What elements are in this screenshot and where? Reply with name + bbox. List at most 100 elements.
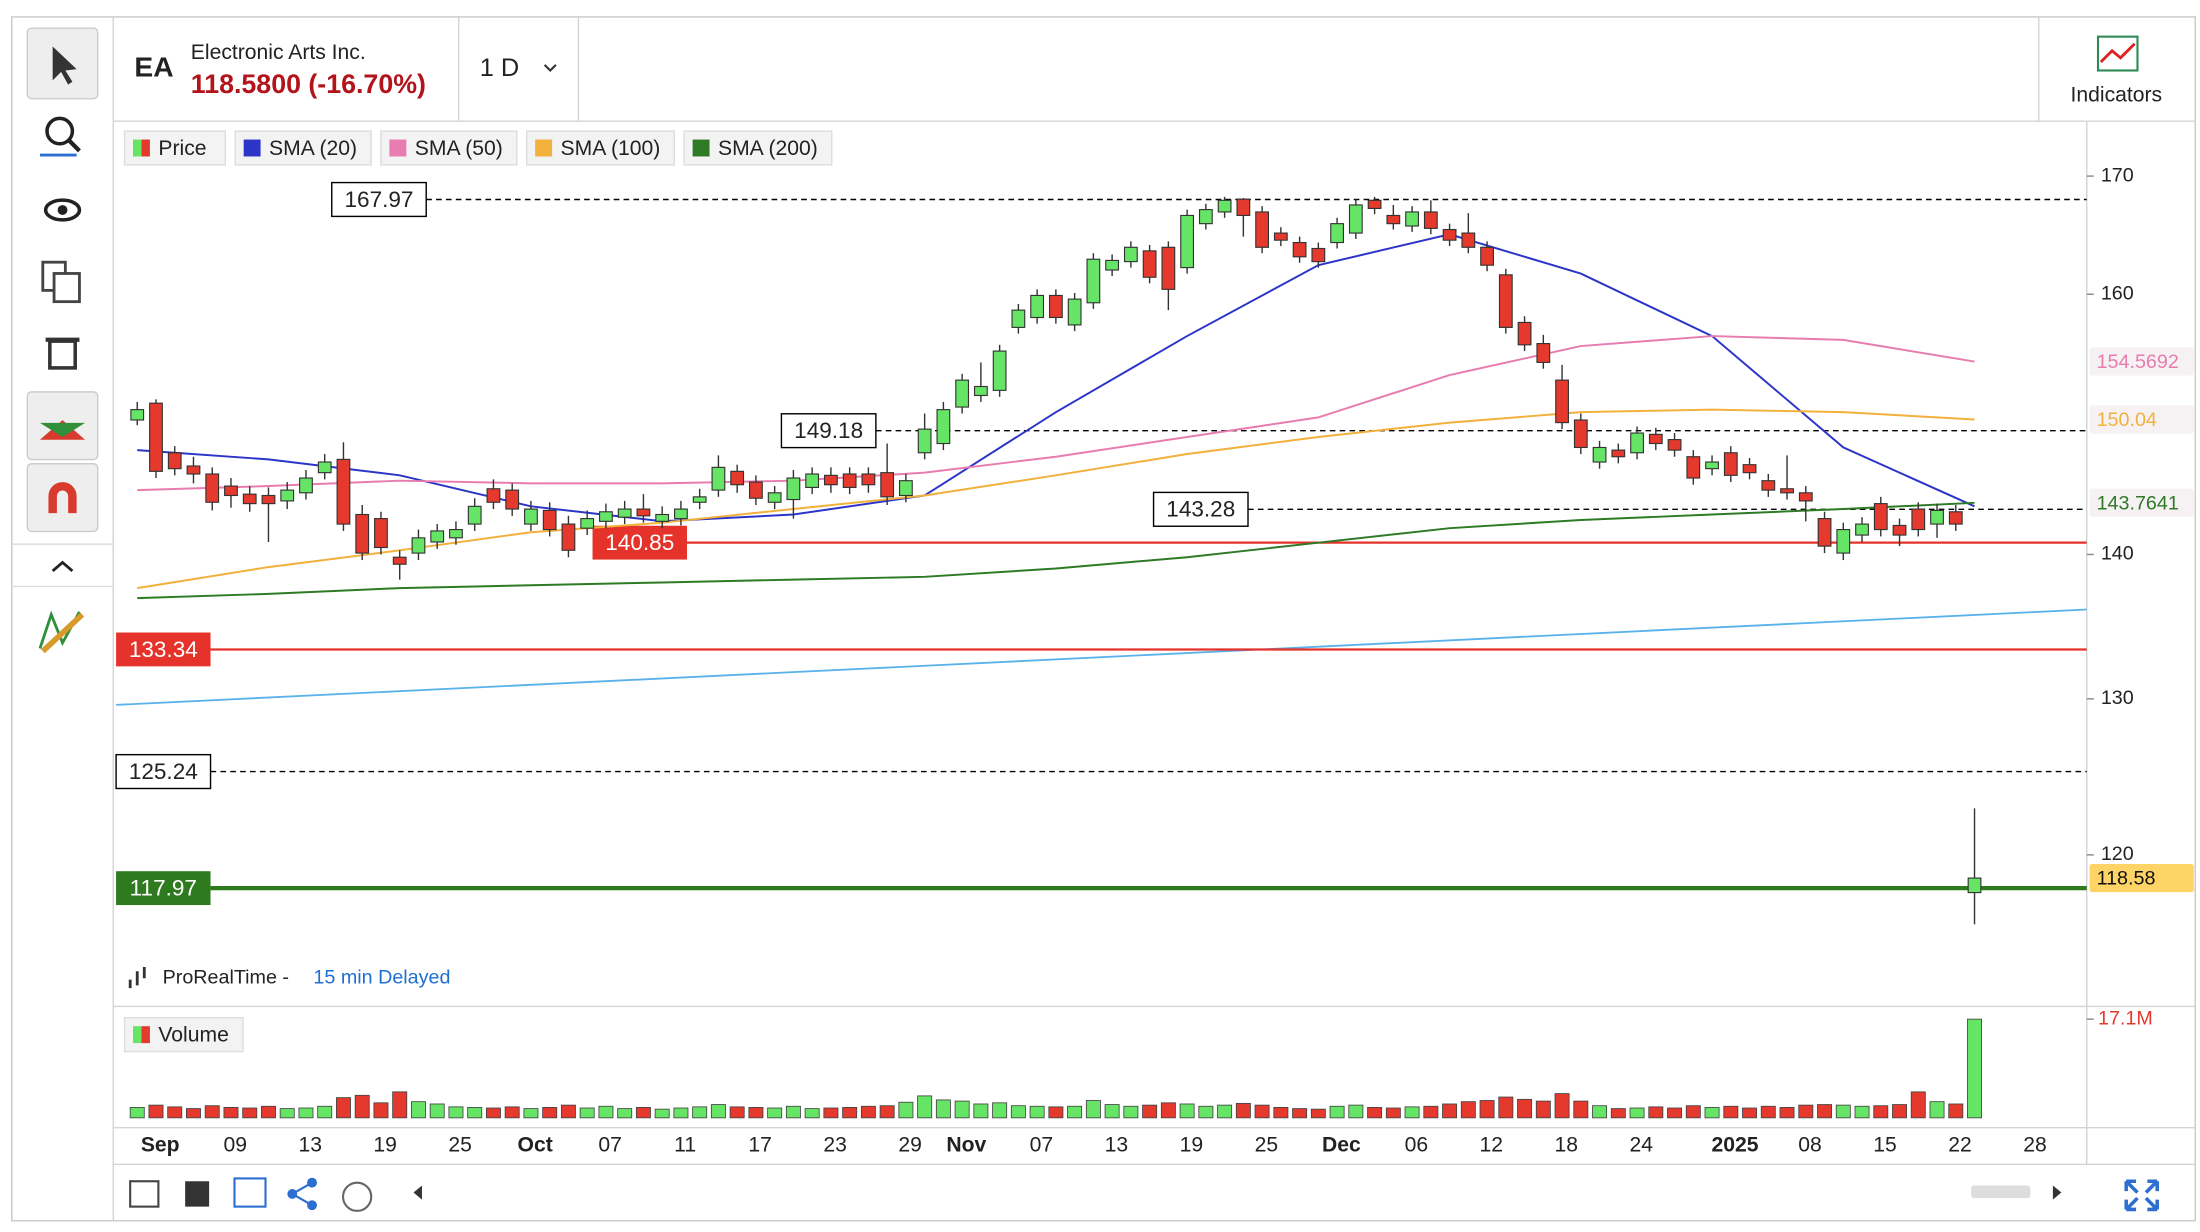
candle-body bbox=[617, 508, 632, 518]
volume-bar bbox=[335, 1097, 351, 1119]
volume-bar bbox=[1085, 1100, 1101, 1119]
level-box bbox=[115, 753, 212, 790]
volume-bar bbox=[1592, 1105, 1608, 1119]
volume-bar bbox=[673, 1107, 689, 1119]
candle-body bbox=[1105, 259, 1120, 271]
candle-body bbox=[655, 513, 670, 522]
legend-item[interactable]: SMA (20) bbox=[234, 130, 372, 166]
volume-bar bbox=[1573, 1100, 1589, 1119]
eye-button[interactable] bbox=[43, 198, 82, 222]
x-tick-label: 18 bbox=[1555, 1134, 1579, 1157]
candle-body bbox=[486, 488, 501, 503]
volume-bar bbox=[1254, 1104, 1270, 1119]
zoom-button[interactable] bbox=[39, 116, 81, 157]
candle-body bbox=[1292, 241, 1307, 258]
volume-bar bbox=[1048, 1106, 1064, 1119]
legend-item[interactable]: SMA (200) bbox=[683, 130, 833, 166]
indicators-button[interactable]: Indicators bbox=[2071, 35, 2163, 107]
volume-bar bbox=[598, 1105, 614, 1119]
candle-body bbox=[1030, 294, 1045, 319]
price-tag bbox=[2089, 405, 2194, 434]
candle-body bbox=[1086, 258, 1101, 304]
candle-body bbox=[1498, 274, 1513, 328]
volume-bar bbox=[1404, 1106, 1420, 1119]
plot: 120 130 140 160 170 167.97 149.18 143.28 140.85 1… bbox=[115, 130, 2194, 1157]
candle-body bbox=[467, 505, 482, 525]
x-tick-label: 09 bbox=[223, 1134, 247, 1157]
draw-icon bbox=[40, 612, 85, 654]
volume-bar bbox=[635, 1107, 651, 1119]
volume-bar bbox=[1292, 1108, 1308, 1119]
legend-item[interactable]: Price bbox=[123, 130, 227, 166]
candle-body bbox=[1948, 511, 1963, 525]
chart-type-button[interactable] bbox=[129, 1180, 160, 1208]
volume-bar bbox=[1029, 1105, 1045, 1119]
candle-body bbox=[411, 537, 426, 554]
layout-button[interactable] bbox=[233, 1177, 267, 1208]
volume-bar bbox=[1367, 1107, 1383, 1119]
candle-body bbox=[936, 409, 951, 445]
x-tick-label: 2025 bbox=[1712, 1134, 1759, 1157]
copy-icon bbox=[52, 272, 81, 304]
fullscreen-button[interactable] bbox=[2124, 1179, 2159, 1212]
magnet-button[interactable] bbox=[26, 463, 99, 533]
volume-bar bbox=[1198, 1105, 1214, 1119]
interval-selector[interactable]: 1 D bbox=[480, 54, 557, 82]
volume-bar bbox=[1648, 1106, 1664, 1119]
delay-note: 15 min Delayed bbox=[313, 966, 450, 988]
scrollbar[interactable] bbox=[1971, 1185, 2031, 1199]
scroll-left[interactable] bbox=[413, 1185, 422, 1200]
x-tick-label: 25 bbox=[1255, 1134, 1279, 1157]
legend-item[interactable]: SMA (100) bbox=[526, 130, 676, 166]
candle-body bbox=[580, 518, 595, 529]
level-box bbox=[1152, 491, 1249, 527]
volume-bar bbox=[654, 1108, 670, 1119]
volume-bar bbox=[1160, 1102, 1176, 1119]
candle-body bbox=[299, 477, 313, 494]
volume-bar bbox=[1779, 1107, 1795, 1119]
legend-item[interactable]: SMA (50) bbox=[380, 130, 518, 166]
candle-body bbox=[1836, 528, 1851, 554]
volume-bar bbox=[1667, 1107, 1683, 1119]
candle-body bbox=[898, 480, 913, 497]
candle-body bbox=[1480, 246, 1494, 266]
draw-button[interactable] bbox=[38, 610, 85, 654]
volume-bar bbox=[1685, 1105, 1701, 1119]
candle-body bbox=[392, 556, 407, 565]
legend-swatch bbox=[243, 139, 261, 157]
x-tick-label: 15 bbox=[1873, 1134, 1897, 1157]
candle-body bbox=[1517, 321, 1532, 346]
scroll-right[interactable] bbox=[2052, 1185, 2062, 1200]
candle-body bbox=[955, 379, 970, 408]
candle-body bbox=[1461, 232, 1476, 248]
volume-bar bbox=[448, 1106, 464, 1119]
candle-body bbox=[1330, 223, 1345, 244]
candle-body bbox=[1142, 250, 1157, 278]
collapse-button[interactable] bbox=[51, 560, 74, 572]
x-tick-label: 11 bbox=[674, 1134, 696, 1157]
delete-button[interactable] bbox=[45, 337, 80, 370]
volume-bar bbox=[935, 1099, 951, 1119]
save-button[interactable] bbox=[185, 1181, 210, 1207]
candle-body bbox=[205, 473, 220, 503]
candle-body bbox=[1611, 449, 1626, 458]
volume-bar bbox=[1310, 1108, 1326, 1119]
volume-bar bbox=[560, 1104, 576, 1119]
eye-icon bbox=[57, 205, 68, 215]
copy-button[interactable] bbox=[41, 260, 81, 304]
x-tick-label: 13 bbox=[298, 1134, 322, 1157]
share-button[interactable] bbox=[287, 1177, 317, 1211]
candle-body bbox=[355, 513, 370, 554]
help-button[interactable] bbox=[341, 1181, 373, 1212]
legend-label: SMA (20) bbox=[269, 137, 357, 160]
volume-bar bbox=[1329, 1105, 1345, 1119]
source-icon bbox=[128, 966, 146, 989]
candle-body bbox=[1011, 309, 1026, 328]
cursor-icon bbox=[52, 46, 77, 85]
volume-bar bbox=[1798, 1104, 1814, 1119]
volume-bar bbox=[1554, 1093, 1570, 1119]
candle-body bbox=[842, 473, 857, 488]
source-note: ProRealTime - 15 min Delayed bbox=[128, 966, 450, 989]
candle-body bbox=[786, 477, 801, 501]
candle-body bbox=[1911, 508, 1926, 531]
